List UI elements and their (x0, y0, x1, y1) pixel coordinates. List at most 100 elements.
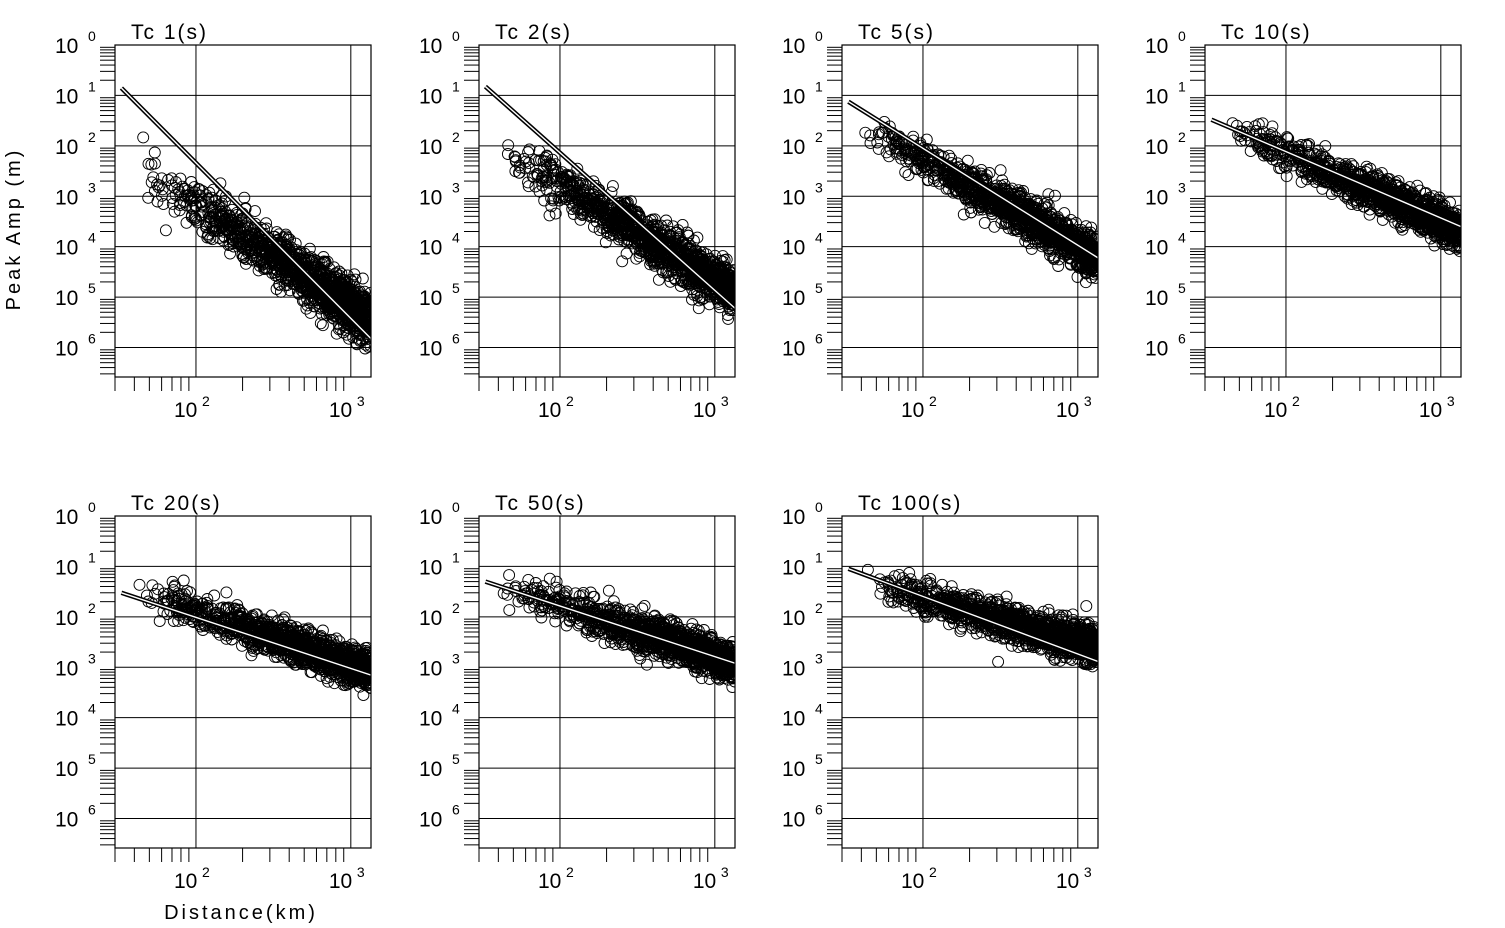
scatter-point (518, 152, 530, 165)
plot-frame (114, 44, 372, 378)
scatter-point (537, 163, 550, 176)
scatter-point (543, 209, 556, 222)
y-tick-label: 10 (55, 85, 78, 108)
scatter-point (174, 172, 187, 185)
scatter-point (1025, 242, 1038, 255)
scatter-point (581, 201, 594, 214)
scatter-point (718, 278, 731, 291)
y-tick-exponent: 4 (88, 230, 96, 246)
scatter-point (320, 309, 333, 322)
scatter-point (509, 165, 522, 178)
y-tick-label: 10 (419, 287, 442, 310)
scatter-point (984, 195, 997, 208)
scatter-point (269, 246, 282, 259)
x-tick-label: 10 (329, 399, 352, 422)
scatter-point (974, 201, 987, 214)
y-tick-label: 10 (782, 85, 805, 108)
scatter-point (915, 150, 928, 163)
scatter-point (539, 171, 552, 184)
x-tick-exponent: 3 (721, 393, 729, 409)
scatter-point (1077, 243, 1090, 256)
scatter-point (245, 243, 258, 256)
x-tick-exponent: 3 (357, 393, 365, 409)
scatter-point (911, 163, 924, 176)
scatter-point (343, 289, 356, 301)
scatter-point (166, 197, 179, 210)
scatter-point (293, 287, 306, 300)
panel-4: 10 010 110 210 310 410 510 610 2 10 3Tc 10(s) (1145, 21, 1462, 422)
scatter-point (892, 142, 905, 155)
scatter-point (691, 231, 704, 244)
scatter-point (629, 215, 642, 228)
scatter-point (606, 180, 619, 193)
scatter-point (304, 306, 317, 319)
scatter-point (616, 227, 629, 240)
scatter-point (148, 157, 161, 170)
scatter-point (1085, 232, 1098, 245)
scatter-point (148, 185, 161, 197)
y-tick-label: 10 (55, 237, 78, 260)
y-tick-label: 10 (419, 85, 442, 108)
scatter-point (676, 218, 689, 231)
scatter-point (180, 199, 193, 212)
scatter-point (965, 206, 978, 219)
scatter-point (1054, 238, 1067, 250)
y-tick-label: 10 (419, 237, 442, 260)
y-tick-exponent: 5 (452, 280, 460, 296)
scatter-point (554, 191, 567, 204)
fit-line-core (484, 86, 735, 309)
scatter-point (1064, 213, 1077, 226)
scatter-point (541, 150, 554, 163)
scatter-point (978, 216, 991, 229)
scatter-point (621, 196, 634, 209)
scatter-point (917, 155, 930, 168)
scatter-point (644, 214, 657, 227)
scatter-point (927, 172, 940, 184)
scatter-point (1072, 261, 1085, 274)
scatter-point (607, 213, 620, 226)
scatter-point (1089, 265, 1098, 278)
y-tick-exponent: 3 (88, 179, 96, 195)
scatter-point (616, 255, 629, 268)
y-tick-label: 10 (419, 136, 442, 159)
panel-3: 10 010 110 210 310 410 510 610 2 10 3Tc 5(s) (782, 21, 1099, 422)
scatter-point (314, 317, 327, 330)
panel-2: 10 010 110 210 310 410 510 610 2 10 3Tc 2(s) (419, 21, 736, 422)
scatter-point (937, 164, 950, 177)
scatter-point (227, 221, 240, 234)
y-tick-label: 10 (55, 136, 78, 159)
scatter-point (1080, 260, 1093, 273)
scatter-point (281, 260, 294, 273)
scatter-point (148, 146, 161, 159)
scatter-point (341, 290, 354, 303)
scatter-point (203, 186, 216, 199)
scatter-series (137, 131, 371, 355)
scatter-point (601, 227, 614, 240)
scatter-point (920, 133, 933, 146)
scatter-point (279, 245, 291, 258)
scatter-point (233, 224, 246, 236)
scatter-point (1022, 229, 1035, 242)
scatter-point (664, 225, 676, 238)
scatter-point (279, 257, 292, 270)
scatter-point (984, 202, 997, 215)
scatter-point (875, 127, 888, 140)
scatter-point (531, 167, 544, 180)
y-tick-label: 10 (782, 287, 805, 310)
scatter-point (231, 208, 243, 221)
scatter-point (273, 278, 286, 291)
scatter-point (953, 181, 966, 194)
y-tick-exponent: 3 (815, 179, 823, 195)
y-tick-label: 10 (782, 338, 805, 361)
scatter-point (678, 272, 691, 285)
scatter-point (328, 310, 341, 323)
scatter-point (305, 293, 318, 306)
scatter-point (724, 266, 735, 279)
scatter-point (316, 319, 329, 332)
scatter-point (588, 197, 601, 210)
scatter-point (219, 224, 232, 237)
scatter-point (142, 191, 155, 204)
scatter-point (301, 293, 314, 306)
scatter-point (509, 155, 522, 168)
scatter-point (651, 251, 663, 264)
